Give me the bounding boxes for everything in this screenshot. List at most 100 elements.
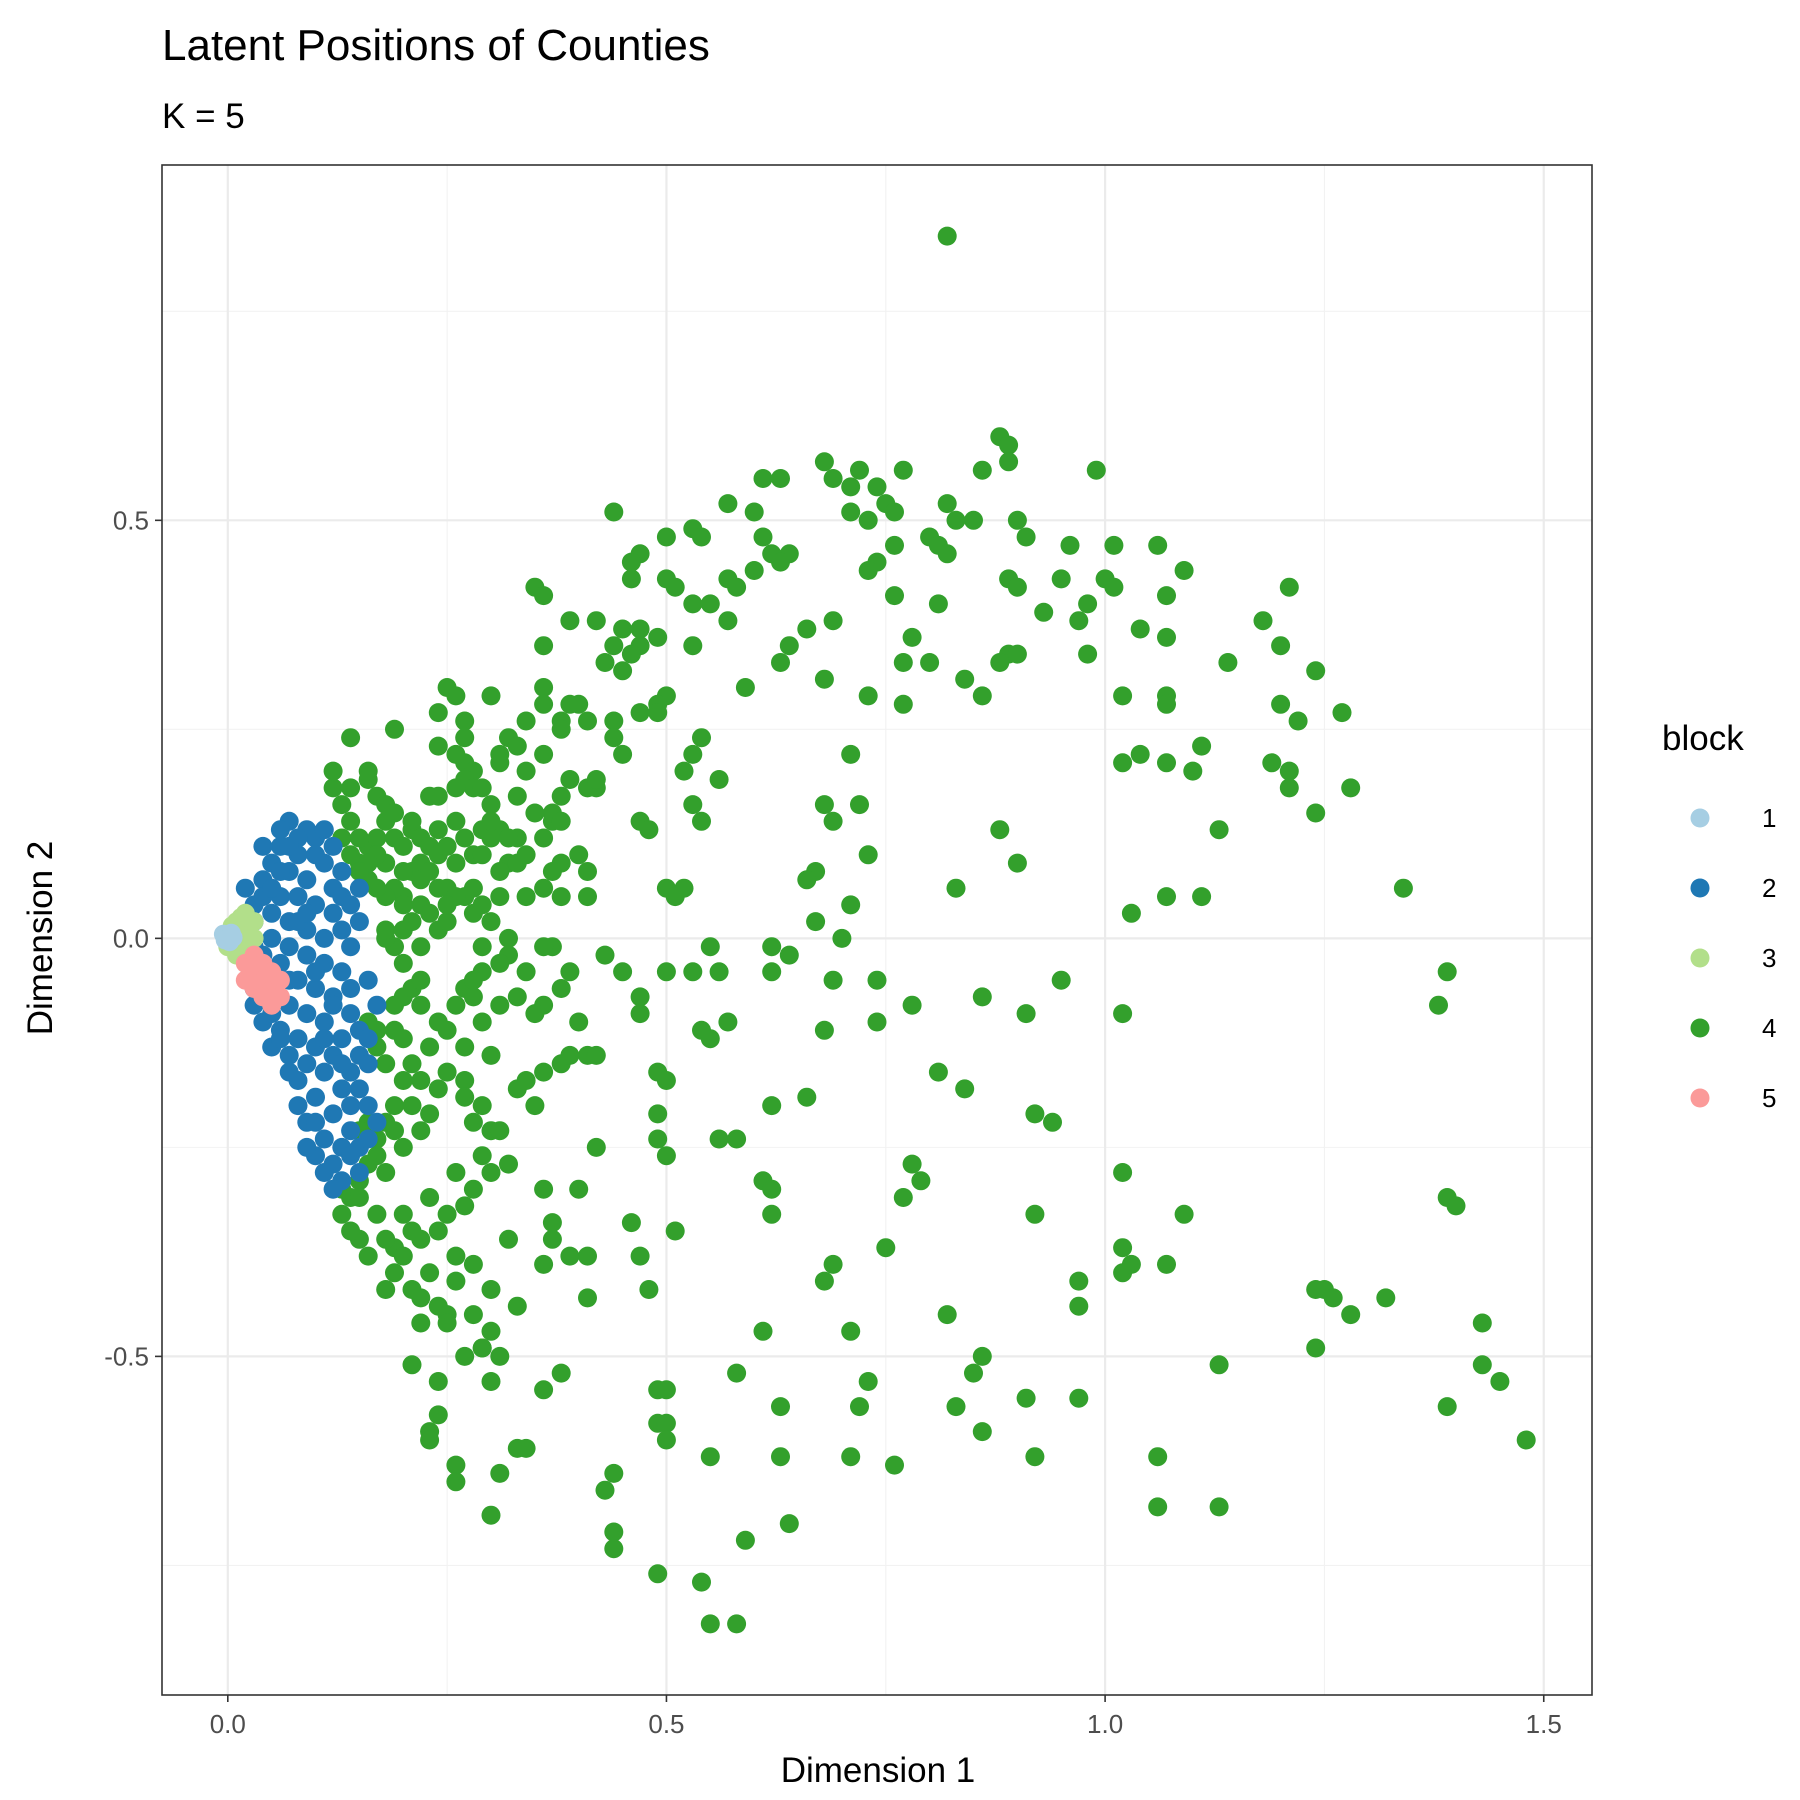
point-block-4 [455, 1037, 475, 1057]
point-block-4 [1218, 653, 1238, 672]
point-block-4 [437, 1062, 457, 1082]
point-block-4 [341, 845, 361, 865]
point-block-4 [481, 828, 501, 848]
point-block-4 [481, 795, 501, 815]
point-block-4 [893, 694, 913, 714]
point-block-4 [490, 744, 510, 764]
point-block-4 [718, 1012, 738, 1032]
point-block-4 [841, 1321, 861, 1341]
point-block-4 [630, 987, 650, 1007]
point-block-4 [516, 962, 536, 982]
point-block-4 [437, 1313, 457, 1333]
point-block-4 [551, 786, 571, 806]
point-block-4 [692, 1572, 711, 1592]
point-block-4 [516, 711, 536, 731]
point-block-4 [850, 460, 869, 480]
point-block-4 [1078, 594, 1098, 614]
point-block-4 [1069, 1271, 1089, 1291]
point-block-4 [1306, 803, 1326, 823]
point-block-4 [411, 1071, 431, 1090]
point-block-4 [683, 962, 703, 982]
point-block-4 [393, 1071, 413, 1090]
point-block-2 [341, 1004, 361, 1024]
point-block-4 [569, 1179, 589, 1199]
point-block-4 [455, 711, 475, 731]
point-block-4 [1288, 711, 1308, 731]
point-block-4 [946, 510, 966, 530]
legend-key-block-4 [1690, 1018, 1710, 1038]
point-block-2 [314, 820, 334, 840]
point-block-4 [578, 711, 597, 731]
point-block-4 [779, 945, 799, 965]
point-block-4 [428, 1012, 448, 1032]
point-block-4 [630, 1004, 650, 1024]
point-block-4 [542, 1229, 562, 1249]
point-block-4 [481, 1163, 501, 1182]
point-block-4 [402, 1280, 422, 1299]
point-block-4 [604, 502, 624, 522]
point-block-4 [569, 1012, 589, 1032]
point-block-4 [490, 995, 510, 1015]
point-block-4 [525, 1096, 545, 1116]
point-block-4 [683, 636, 703, 656]
point-block-4 [463, 970, 483, 990]
point-block-4 [551, 979, 571, 998]
point-block-4 [753, 469, 773, 488]
point-block-4 [648, 1104, 668, 1124]
point-block-4 [402, 1355, 422, 1375]
point-block-4 [428, 786, 448, 806]
point-block-4 [393, 895, 413, 915]
point-block-4 [630, 1246, 650, 1266]
point-block-4 [665, 1221, 685, 1241]
point-block-4 [402, 1096, 422, 1116]
point-block-4 [428, 1221, 448, 1241]
point-block-4 [586, 1137, 606, 1157]
point-block-4 [1516, 1430, 1536, 1450]
point-block-4 [578, 1246, 597, 1266]
point-block-2 [332, 1029, 352, 1049]
point-block-4 [718, 494, 738, 514]
point-block-2 [332, 862, 352, 881]
point-block-2 [288, 1029, 308, 1049]
point-block-4 [937, 544, 957, 564]
point-block-4 [841, 477, 861, 497]
point-block-4 [420, 903, 440, 923]
point-block-4 [463, 1254, 483, 1274]
point-block-4 [850, 795, 869, 815]
point-block-4 [1279, 778, 1299, 798]
point-block-4 [455, 828, 475, 848]
point-block-2 [367, 995, 387, 1015]
point-block-4 [832, 928, 852, 948]
point-block-4 [1157, 887, 1176, 907]
point-block-4 [902, 995, 922, 1015]
point-block-4 [534, 694, 554, 714]
point-block-2 [306, 1112, 325, 1132]
point-block-4 [341, 728, 361, 748]
point-block-4 [604, 1463, 624, 1483]
point-block-4 [472, 1338, 492, 1358]
point-block-4 [762, 1204, 782, 1224]
y-tick-label: -0.5 [104, 1341, 149, 1371]
point-block-2 [341, 1096, 361, 1116]
point-block-4 [771, 1447, 790, 1467]
point-block-4 [560, 1246, 580, 1266]
point-block-4 [402, 1054, 422, 1074]
point-block-4 [507, 736, 527, 756]
point-block-4 [946, 878, 966, 898]
point-block-4 [1025, 1447, 1045, 1467]
point-block-4 [656, 1380, 676, 1400]
point-block-4 [437, 836, 457, 856]
point-block-2 [332, 1079, 352, 1099]
point-block-4 [771, 552, 790, 572]
point-block-4 [744, 502, 764, 522]
point-block-4 [385, 1263, 404, 1283]
point-block-4 [428, 1372, 448, 1391]
point-block-4 [806, 912, 826, 932]
point-block-4 [1078, 644, 1098, 664]
point-block-4 [1016, 1004, 1036, 1024]
point-block-4 [402, 912, 422, 932]
point-block-4 [656, 1071, 676, 1090]
point-block-4 [1007, 644, 1027, 664]
point-block-4 [428, 1405, 448, 1425]
point-block-4 [490, 887, 510, 907]
